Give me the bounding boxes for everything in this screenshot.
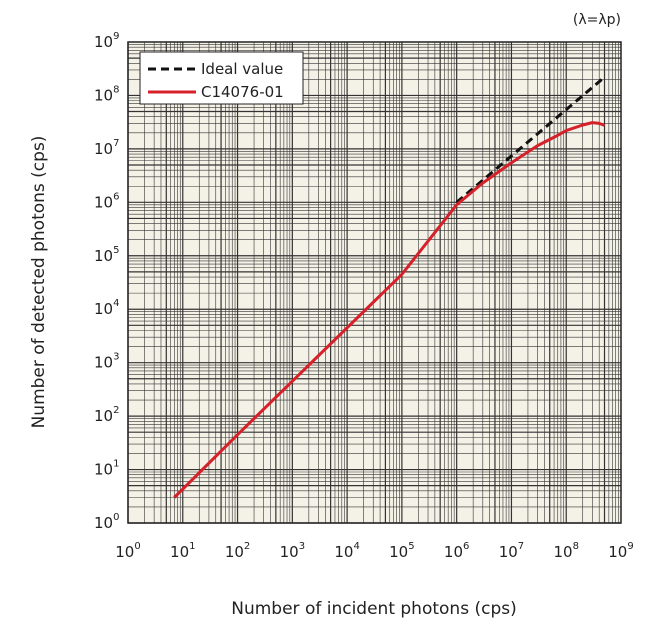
y-tick-label: 101 [94,459,119,479]
y-tick-label: 103 [94,352,119,372]
series-layer [173,75,606,499]
legend-box [139,51,304,105]
x-tick-label: 108 [553,541,578,561]
x-tick-label: 109 [608,541,633,561]
x-tick-label: 105 [389,541,414,561]
x-tick-labels: 100 101 102 103 104 105 106 107 108 109 [115,541,633,561]
x-tick-label: 100 [115,541,140,561]
y-tick-label: 108 [94,84,119,104]
series-line-ideal-value [455,75,606,204]
x-tick-label: 102 [225,541,250,561]
x-tick-label: 104 [334,541,359,561]
y-tick-label: 106 [94,191,119,211]
x-tick-label: 106 [444,541,469,561]
x-tick-label: 107 [499,541,524,561]
x-axis-title: Number of incident photons (cps) [231,599,516,619]
y-tick-label: 105 [94,245,119,265]
legend-label-c14076: C14076-01 [201,83,284,101]
y-tick-label: 109 [94,31,119,51]
y-tick-label: 104 [94,298,119,318]
grid [127,42,621,524]
x-tick-label: 101 [170,541,195,561]
wavelength-annotation: (λ=λp) [573,12,621,28]
plot-frame [127,41,622,524]
plot-background [128,42,621,523]
legend-label-ideal: Ideal value [201,60,283,78]
y-tick-labels: 100 101 102 103 104 105 106 107 108 109 [94,31,119,532]
x-tick-label: 103 [280,541,305,561]
y-axis-title: Number of detected photons (cps) [29,136,49,429]
y-tick-label: 100 [94,512,119,532]
y-tick-label: 102 [94,405,119,425]
legend: Ideal value C14076-01 [139,51,304,105]
series-line-c14076-01 [173,121,606,499]
y-tick-label: 107 [94,138,119,158]
